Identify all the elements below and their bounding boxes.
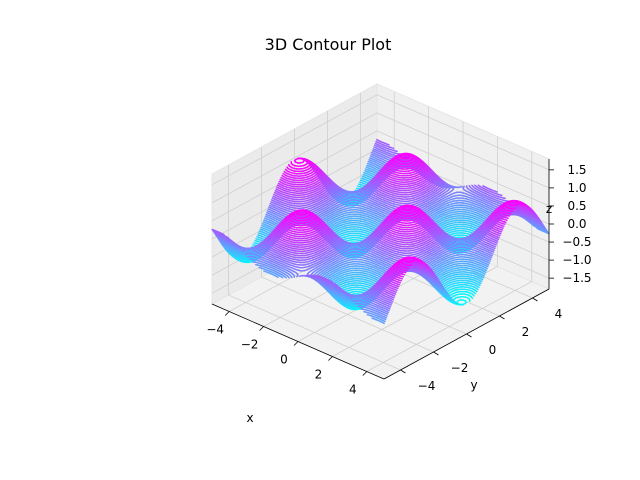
x-gridline [332,136,498,357]
y-gridline [228,165,401,371]
contour-segment [390,147,395,150]
z-gridline [211,130,550,222]
z-gridline [211,94,550,186]
y-gridline [261,147,434,353]
z-gridline [211,112,550,204]
x-gridline [366,151,533,372]
contour-segment [494,190,498,193]
contour-segment [398,200,403,203]
contour-lines [211,138,550,325]
